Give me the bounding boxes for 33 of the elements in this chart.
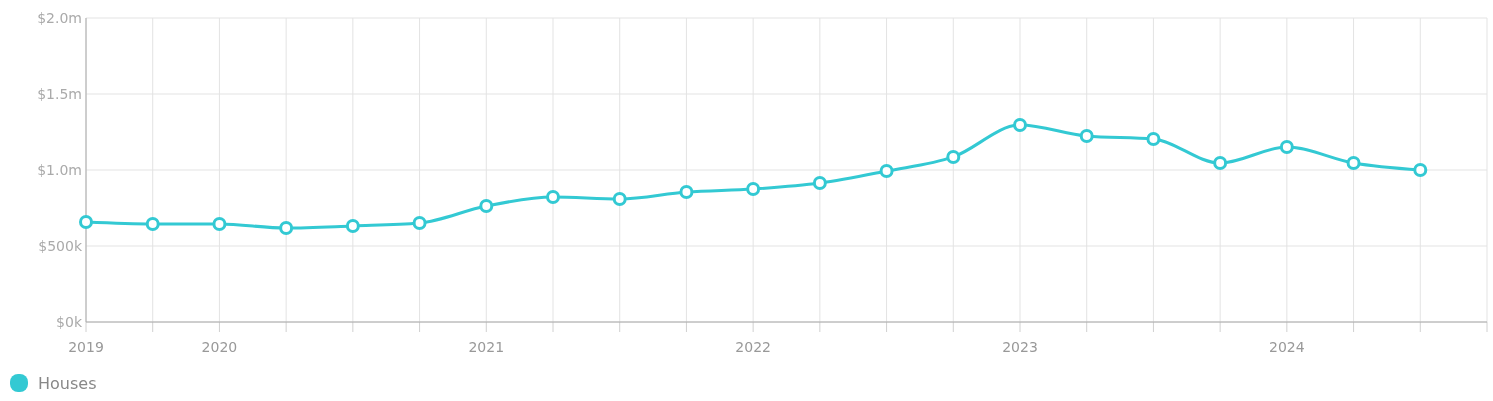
y-tick-label: $500k bbox=[38, 237, 83, 254]
point bbox=[1013, 118, 1027, 133]
x-tick-label: 2020 bbox=[201, 339, 238, 355]
point bbox=[1279, 140, 1294, 155]
x-tick-label: 2021 bbox=[468, 339, 505, 355]
point bbox=[612, 192, 627, 207]
x-tick-label: 2019 bbox=[68, 339, 104, 355]
point bbox=[746, 182, 761, 196]
y-tick-label: $2.0m bbox=[37, 9, 82, 26]
point bbox=[946, 149, 961, 164]
point bbox=[879, 164, 894, 179]
point bbox=[145, 216, 160, 231]
point bbox=[1346, 156, 1361, 171]
point bbox=[279, 221, 294, 236]
point bbox=[1146, 131, 1161, 146]
y-tick-label: $1.0m bbox=[37, 161, 82, 178]
point bbox=[1213, 156, 1228, 171]
point bbox=[212, 216, 227, 231]
x-tick-label: 2024 bbox=[1269, 339, 1305, 355]
point bbox=[79, 214, 93, 229]
point bbox=[812, 176, 827, 191]
x-tick-label: 2022 bbox=[735, 339, 771, 355]
point bbox=[479, 199, 494, 214]
point bbox=[412, 216, 427, 231]
point bbox=[679, 185, 694, 200]
x-tick-label: 2023 bbox=[1002, 339, 1038, 355]
legend-label: Houses bbox=[38, 373, 97, 393]
point bbox=[1413, 163, 1428, 177]
point bbox=[546, 190, 560, 205]
point bbox=[1079, 128, 1094, 143]
y-tick-label: $0k bbox=[56, 313, 83, 330]
y-tick-label: $1.5m bbox=[37, 85, 82, 102]
point bbox=[345, 218, 360, 233]
